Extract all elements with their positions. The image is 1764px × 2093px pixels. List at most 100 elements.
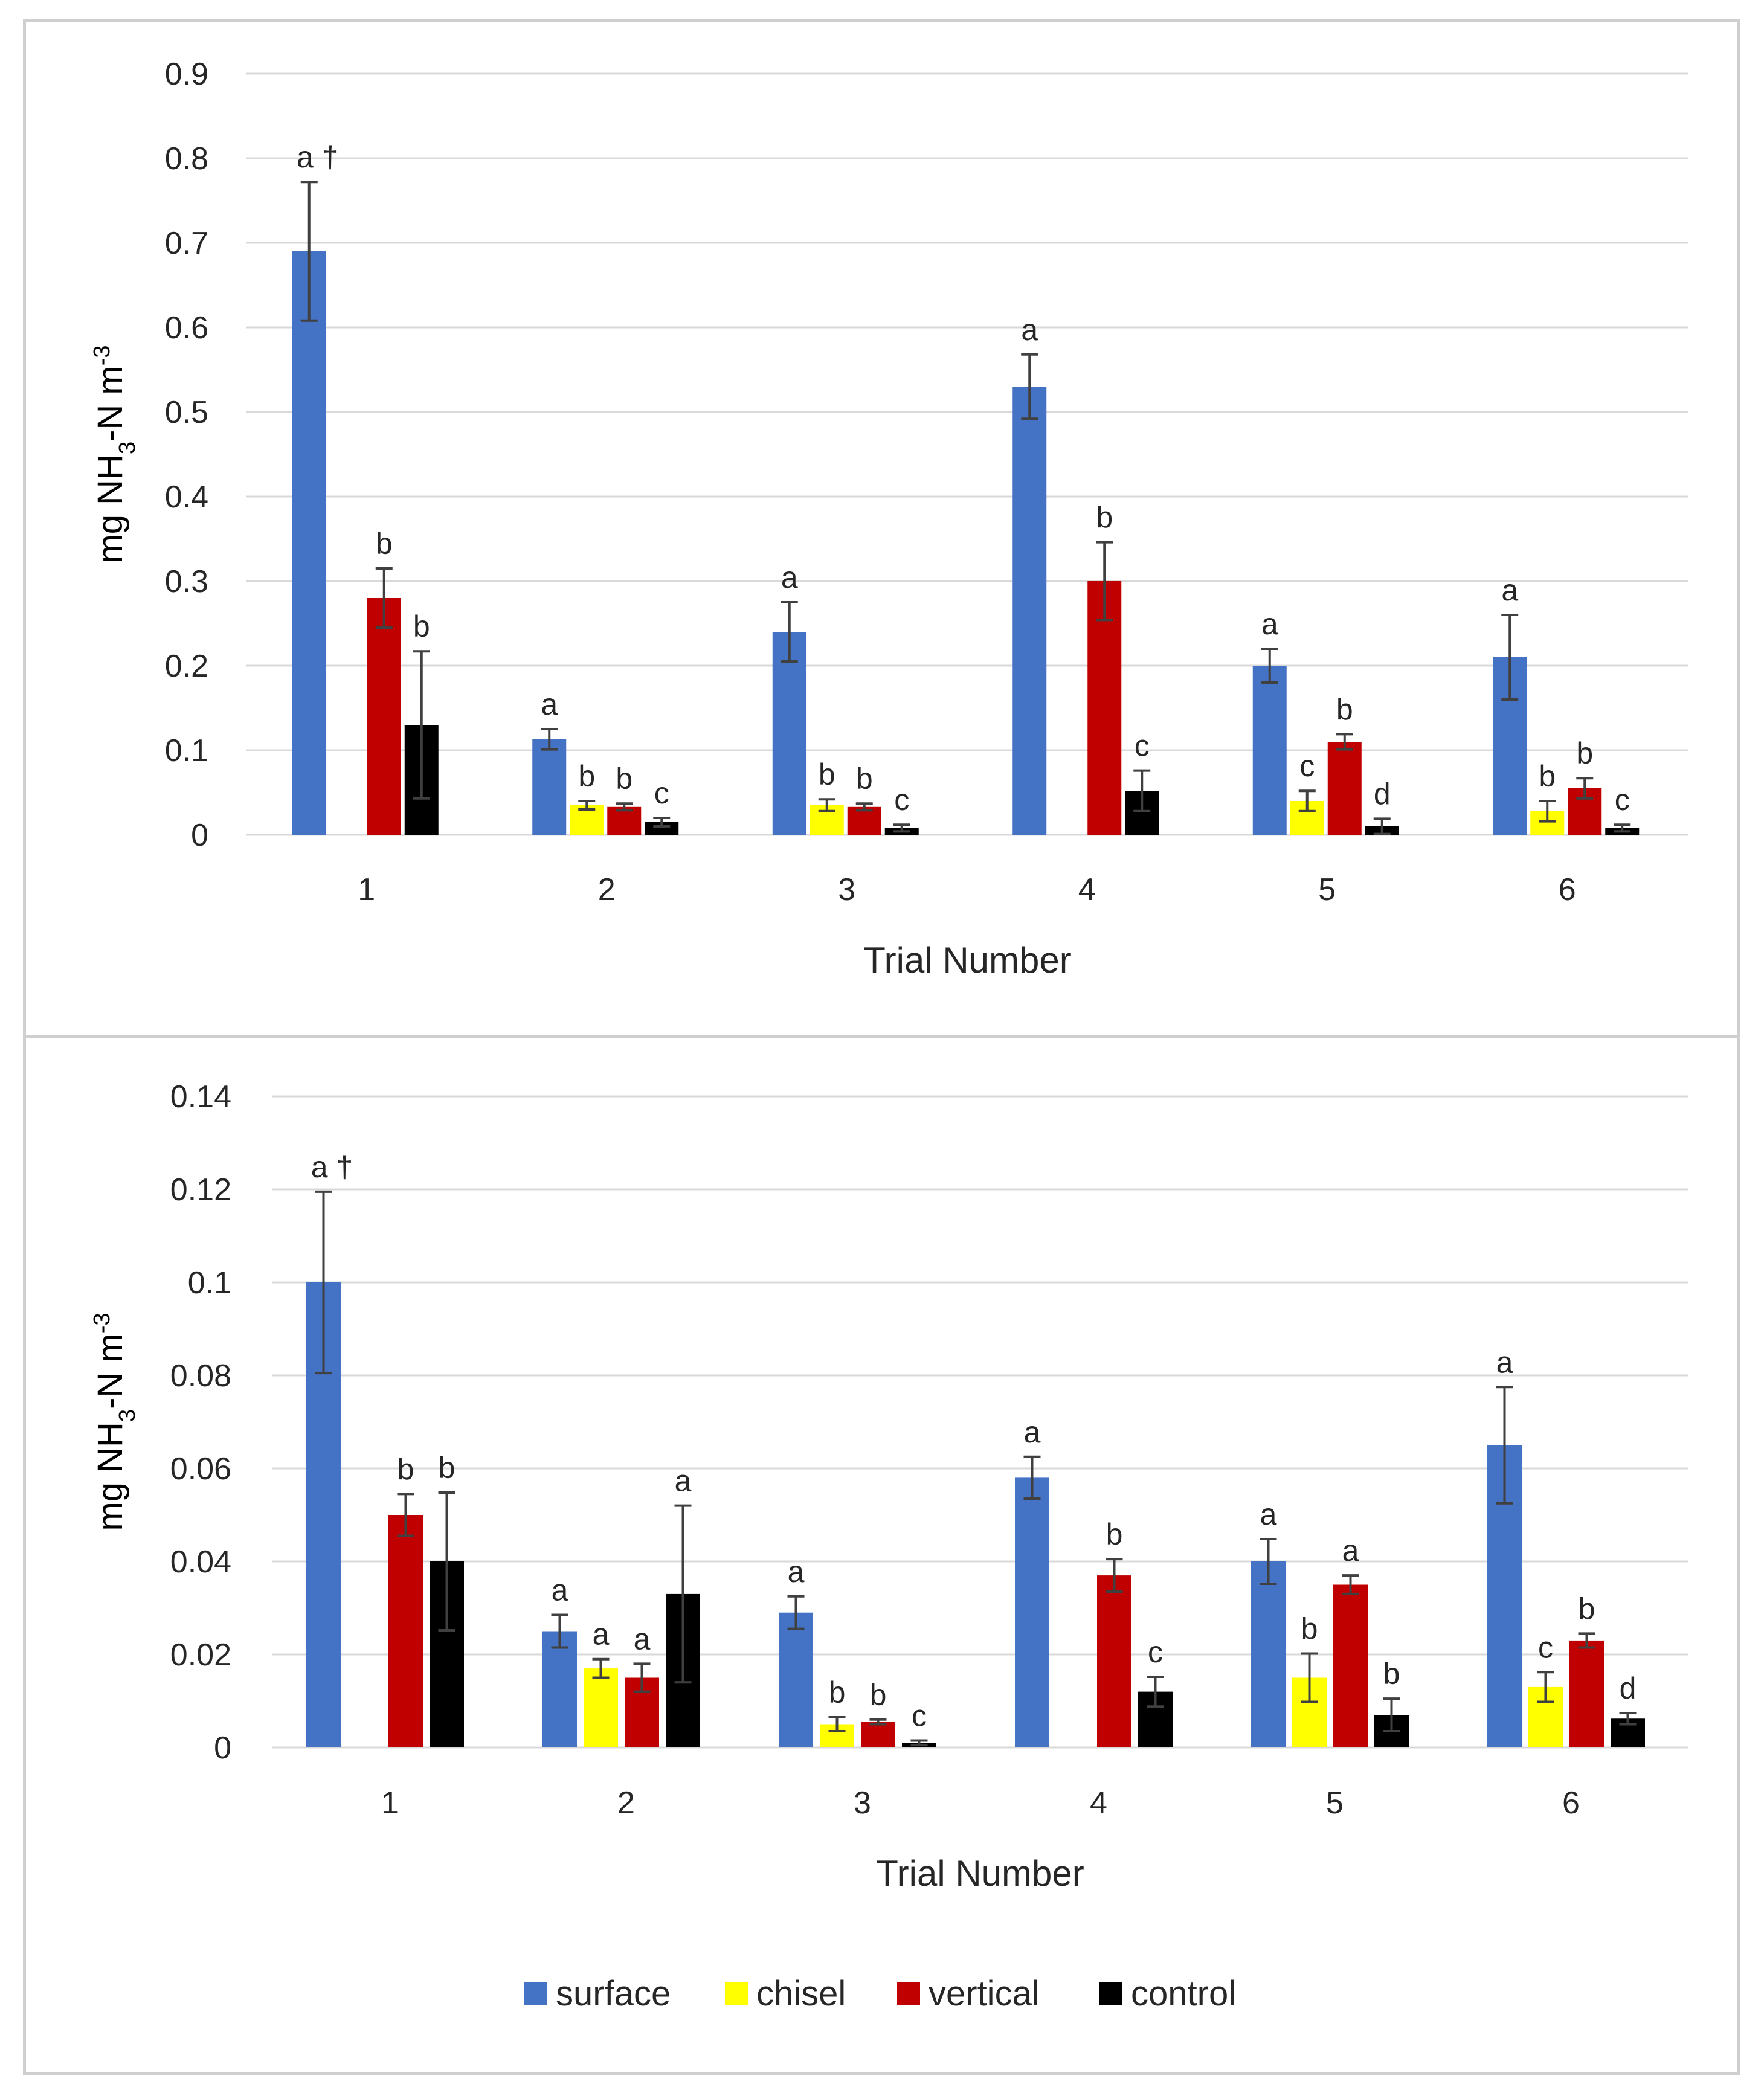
significance-letter: b	[439, 1451, 455, 1485]
bar-vertical	[1087, 581, 1122, 835]
bar-surface	[1012, 387, 1047, 835]
significance-letter: c	[1538, 1630, 1553, 1664]
y-tick-label: 0.1	[188, 1265, 231, 1300]
y-tick-label: 0.3	[165, 564, 208, 599]
significance-letter: a	[593, 1618, 610, 1651]
significance-letter: a	[788, 1555, 805, 1589]
x-tick-label: 3	[854, 1786, 871, 1821]
significance-letter: a	[1261, 607, 1278, 641]
significance-letter: a	[541, 687, 558, 721]
significance-letter: c	[1148, 1635, 1163, 1669]
bar-surface	[1015, 1477, 1049, 1747]
significance-letter: b	[819, 757, 835, 791]
x-tick-label: 2	[598, 872, 616, 907]
x-axis-title: Trial Number	[876, 1853, 1084, 1894]
significance-letter: b	[413, 609, 430, 643]
chart-bottom: 0 0.02 0.04 0.06 0.08 0.1 0.12 0.14 mg NH3-N m-3…	[89, 1079, 1688, 1894]
bar-vertical	[861, 1722, 895, 1747]
y-tick-label: 0	[191, 818, 208, 853]
x-tick-label: 5	[1326, 1786, 1344, 1821]
significance-letter: b	[1096, 501, 1113, 535]
significance-letter: d	[1620, 1671, 1637, 1705]
significance-letter: b	[856, 762, 873, 796]
bar-vertical	[1333, 1584, 1368, 1747]
figure-frame	[23, 19, 1740, 2075]
chart-top: 0 0.1 0.2 0.3 0.4 0.5 0.6 0.7 0.8 0.9 mg NH3-N m-3…	[89, 57, 1688, 980]
y-tick-label: 0.2	[165, 649, 208, 684]
bar-vertical	[388, 1515, 423, 1747]
x-tick-label: 5	[1318, 872, 1336, 907]
bar-vertical	[1569, 1640, 1604, 1747]
x-tick-label: 3	[838, 872, 855, 907]
bar-chisel	[584, 1668, 618, 1747]
significance-letter: a	[1260, 1497, 1277, 1531]
significance-letter: b	[1106, 1517, 1123, 1551]
y-tick-label: 0	[214, 1731, 231, 1766]
x-tick-label: 6	[1559, 872, 1576, 907]
bar-vertical	[367, 598, 401, 835]
y-tick-label: 0.12	[170, 1172, 231, 1207]
y-axis-title: mg NH3-N m-3	[89, 1313, 140, 1531]
x-tick-label: 4	[1078, 872, 1096, 907]
legend-swatch-vertical	[897, 1982, 920, 2005]
x-tick-label: 2	[617, 1786, 635, 1821]
significance-letter: a	[1021, 313, 1038, 347]
significance-letter: b	[616, 762, 633, 796]
legend-label-chisel: chisel	[756, 1974, 846, 2013]
y-tick-label: 0.4	[165, 480, 208, 515]
x-tick-label: 4	[1090, 1786, 1107, 1821]
significance-letter: b	[1539, 759, 1556, 793]
y-tick-label: 0.9	[165, 57, 208, 92]
significance-letter: b	[1579, 1592, 1595, 1625]
significance-letter: b	[870, 1678, 887, 1712]
y-tick-label: 0.5	[165, 395, 208, 430]
y-tick-label: 0.08	[170, 1358, 231, 1394]
significance-letter: b	[578, 759, 595, 793]
significance-letter: b	[398, 1452, 414, 1486]
significance-letter: b	[376, 527, 393, 561]
bar-surface	[542, 1631, 577, 1747]
legend: surface chisel vertical control	[524, 1974, 1236, 2013]
y-tick-label: 0.14	[170, 1079, 231, 1114]
significance-letter: c	[1615, 783, 1630, 817]
panel-divider	[23, 1035, 1740, 1038]
bar-surface	[779, 1612, 813, 1747]
significance-letter: d	[1374, 777, 1391, 811]
x-tick-label: 1	[358, 872, 375, 907]
significance-letter: c	[894, 783, 909, 817]
bar-surface	[292, 251, 326, 835]
legend-swatch-surface	[524, 1982, 547, 2005]
bar-vertical	[1097, 1575, 1131, 1747]
y-tick-label: 0.06	[170, 1452, 231, 1487]
significance-letter: a	[1496, 1345, 1513, 1379]
significance-letter: a	[1024, 1415, 1041, 1449]
x-tick-label: 1	[381, 1786, 399, 1821]
significance-letter: c	[912, 1699, 927, 1732]
bar-surface	[532, 739, 567, 835]
significance-letter: a	[634, 1622, 651, 1656]
x-tick-label: 6	[1562, 1786, 1580, 1821]
y-tick-label: 0.8	[165, 141, 208, 176]
x-axis-title: Trial Number	[863, 940, 1072, 980]
significance-letter: c	[1299, 749, 1315, 783]
y-tick-label: 0.6	[165, 310, 208, 346]
y-tick-label: 0.02	[170, 1638, 231, 1673]
significance-letter: b	[1576, 736, 1593, 770]
significance-letter: a	[552, 1574, 568, 1607]
legend-swatch-chisel	[725, 1982, 748, 2005]
significance-letter: a	[781, 561, 798, 594]
bar-surface	[1251, 1561, 1286, 1747]
significance-letter: b	[1383, 1657, 1400, 1691]
significance-letter: a †	[311, 1150, 353, 1184]
significance-letter: a	[1342, 1534, 1359, 1567]
bar-vertical	[1327, 742, 1362, 835]
bar-vertical	[847, 806, 881, 835]
legend-label-control: control	[1131, 1974, 1236, 2013]
legend-swatch-control	[1099, 1982, 1122, 2005]
significance-letter: b	[1336, 692, 1353, 726]
bar-vertical	[607, 806, 642, 835]
significance-letter: c	[654, 776, 669, 810]
significance-letter: c	[1135, 729, 1150, 763]
bar-surface	[772, 632, 806, 835]
y-tick-label: 0.1	[165, 733, 208, 768]
